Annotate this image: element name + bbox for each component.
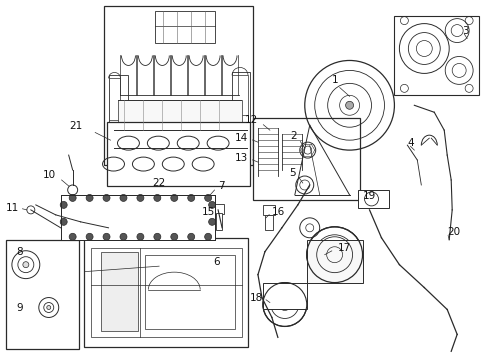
- Circle shape: [69, 194, 76, 201]
- Text: 15: 15: [202, 207, 215, 217]
- Circle shape: [170, 194, 178, 201]
- Bar: [264, 215, 272, 230]
- Circle shape: [208, 219, 215, 225]
- Text: 19: 19: [362, 191, 375, 201]
- Text: 11: 11: [6, 203, 19, 213]
- Bar: [145, 255, 235, 329]
- Bar: [394, 15, 478, 95]
- Bar: [155, 11, 215, 42]
- Circle shape: [154, 233, 161, 240]
- Bar: [263, 205, 274, 215]
- Bar: [83, 238, 247, 347]
- Circle shape: [47, 306, 51, 310]
- Text: 10: 10: [42, 170, 56, 180]
- Circle shape: [23, 262, 29, 268]
- Text: 21: 21: [69, 121, 82, 131]
- Bar: [216, 213, 222, 230]
- Text: 16: 16: [271, 207, 285, 217]
- Bar: [118, 100, 242, 130]
- Circle shape: [103, 194, 110, 201]
- Text: 4: 4: [407, 138, 413, 148]
- Text: 2: 2: [289, 131, 296, 141]
- Bar: [214, 204, 224, 214]
- Circle shape: [120, 194, 127, 201]
- Circle shape: [329, 250, 339, 260]
- Circle shape: [204, 233, 211, 240]
- Circle shape: [86, 194, 93, 201]
- Bar: [90, 248, 242, 337]
- Bar: [232, 75, 247, 115]
- Text: 20: 20: [447, 227, 459, 237]
- Text: 12: 12: [244, 115, 258, 125]
- Circle shape: [187, 194, 194, 201]
- Bar: [357, 190, 388, 208]
- Bar: [252, 118, 359, 200]
- Circle shape: [170, 233, 178, 240]
- Text: 8: 8: [16, 247, 22, 257]
- Circle shape: [69, 233, 76, 240]
- Circle shape: [86, 233, 93, 240]
- Circle shape: [187, 233, 194, 240]
- Circle shape: [204, 194, 211, 201]
- Text: 13: 13: [234, 153, 247, 163]
- Text: 14: 14: [234, 133, 247, 143]
- Circle shape: [103, 233, 110, 240]
- Bar: [101, 252, 138, 332]
- Text: 1: 1: [331, 75, 338, 85]
- Circle shape: [154, 194, 161, 201]
- Bar: [6, 240, 79, 349]
- Text: 22: 22: [152, 178, 165, 188]
- Circle shape: [137, 194, 143, 201]
- Bar: [103, 6, 252, 165]
- Bar: [61, 195, 215, 240]
- Bar: [108, 75, 128, 145]
- Circle shape: [137, 233, 143, 240]
- Text: 6: 6: [213, 257, 220, 267]
- Text: 17: 17: [337, 243, 350, 253]
- Bar: [306, 240, 362, 283]
- Text: 7: 7: [218, 181, 224, 191]
- Bar: [115, 128, 244, 148]
- Text: 5: 5: [288, 168, 295, 178]
- Circle shape: [60, 219, 67, 225]
- Text: 18: 18: [249, 293, 263, 302]
- Text: 9: 9: [16, 302, 22, 312]
- Circle shape: [120, 233, 127, 240]
- Bar: [263, 283, 306, 310]
- Bar: [108, 78, 120, 120]
- Circle shape: [208, 201, 215, 208]
- Text: 3: 3: [461, 26, 468, 36]
- Circle shape: [60, 201, 67, 208]
- Circle shape: [345, 101, 353, 109]
- Bar: [106, 122, 249, 186]
- Bar: [232, 72, 249, 142]
